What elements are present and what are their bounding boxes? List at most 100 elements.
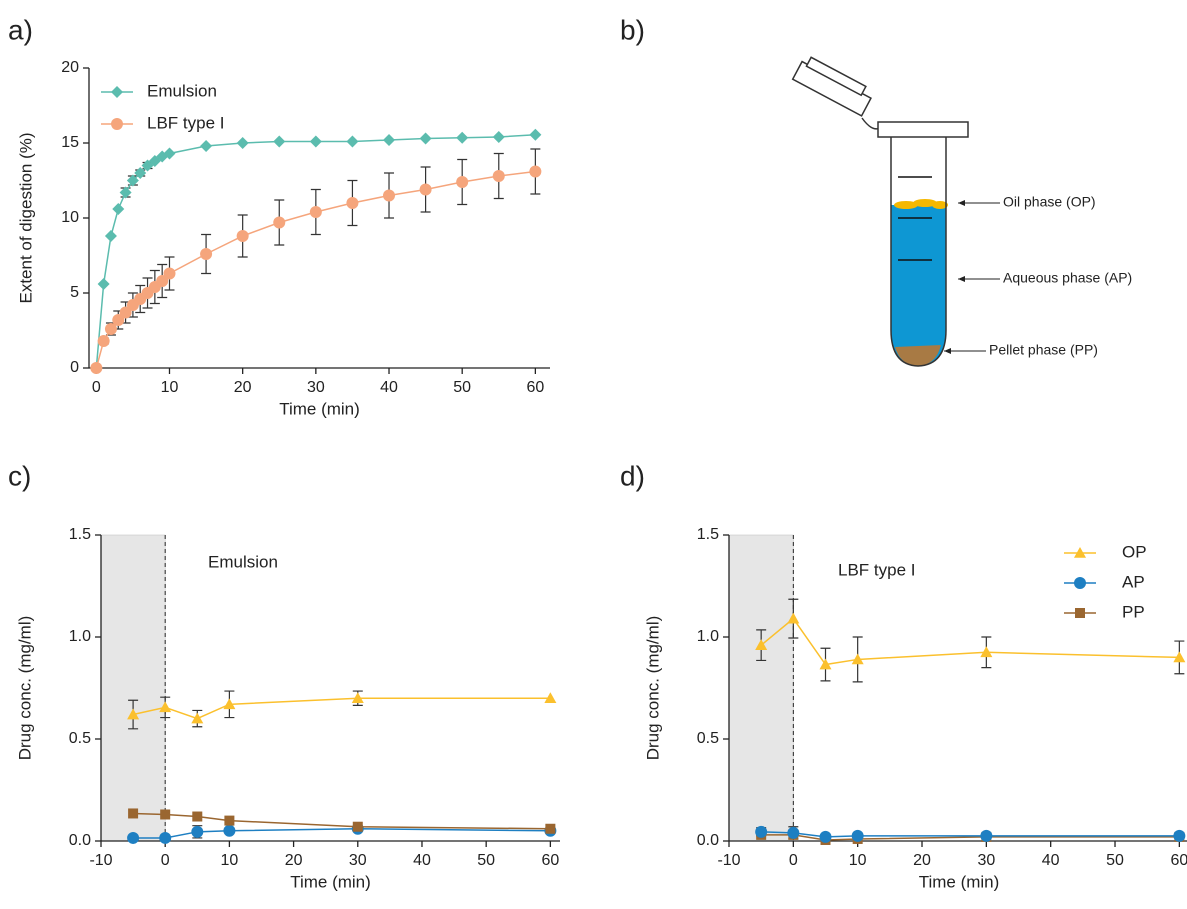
marker [544, 692, 557, 703]
marker [111, 118, 123, 130]
marker [273, 135, 286, 148]
marker [159, 701, 172, 713]
marker [236, 137, 249, 149]
pellet-phase [895, 345, 941, 366]
marker [529, 165, 542, 178]
x-tick-label: 50 [1106, 852, 1124, 869]
marker [160, 809, 171, 820]
marker [159, 831, 172, 844]
legend-label: OP [1122, 542, 1147, 561]
x-tick-label: 50 [453, 379, 471, 396]
marker [787, 612, 800, 624]
y-tick-label: 1.0 [697, 628, 719, 645]
tube-body [890, 137, 947, 367]
y-axis-title: Extent of digestion (%) [16, 132, 35, 303]
marker [223, 824, 236, 837]
shaded-region [728, 534, 794, 842]
x-tick-label: 0 [161, 852, 170, 869]
x-axis-title: Time (min) [279, 399, 360, 418]
marker [192, 811, 203, 822]
marker [224, 815, 235, 826]
series-line [760, 617, 1180, 666]
marker [456, 176, 469, 188]
marker [529, 128, 542, 141]
y-axis-title: Drug conc. (mg/ml) [15, 616, 34, 761]
x-tick-label: 10 [220, 852, 238, 869]
diagram-label: Aqueous phase (AP) [1003, 270, 1132, 286]
marker [351, 692, 364, 703]
marker [352, 821, 363, 832]
marker [163, 267, 176, 280]
legend-label: LBF type I [147, 113, 224, 132]
annotation: LBF type I [838, 560, 915, 579]
x-tick-label: 60 [541, 852, 559, 869]
marker [111, 86, 123, 98]
x-tick-label: 40 [380, 379, 398, 396]
marker [126, 174, 139, 187]
marker [383, 189, 396, 202]
legend-label: Emulsion [147, 81, 217, 100]
y-axis-title: Drug conc. (mg/ml) [643, 616, 662, 761]
x-tick-label: -10 [717, 852, 740, 869]
marker [112, 314, 125, 326]
marker [236, 230, 249, 242]
marker [200, 140, 213, 152]
marker [191, 712, 204, 724]
panel-label: b) [620, 14, 645, 45]
x-tick-label: 10 [161, 379, 179, 396]
x-tick-label: 30 [349, 852, 367, 869]
x-axis-title: Time (min) [919, 872, 1000, 891]
marker [419, 183, 432, 196]
legend-label: PP [1122, 602, 1145, 621]
marker [156, 275, 169, 287]
marker [492, 170, 505, 182]
marker [119, 186, 132, 199]
series-line [95, 134, 536, 369]
marker [383, 134, 396, 146]
annotation: Emulsion [208, 552, 278, 571]
x-tick-label: 20 [234, 379, 252, 396]
x-tick-label: 50 [477, 852, 495, 869]
marker [787, 826, 800, 839]
marker [104, 230, 117, 242]
marker [346, 135, 359, 148]
panel-label: a) [8, 14, 33, 45]
marker [492, 131, 505, 143]
x-tick-label: 0 [789, 852, 798, 869]
panel-label: d) [620, 460, 645, 491]
series-line [133, 812, 551, 830]
marker [1075, 608, 1085, 618]
marker [223, 698, 236, 710]
y-tick-label: 1.5 [697, 526, 719, 543]
x-tick-label: 20 [285, 852, 303, 869]
legend-label: AP [1122, 572, 1145, 591]
marker [104, 323, 117, 335]
x-tick-label: 60 [526, 379, 544, 396]
y-tick-label: 0.5 [697, 730, 719, 747]
tube-cap [791, 56, 872, 117]
marker [819, 658, 832, 670]
y-tick-label: 0.5 [69, 730, 91, 747]
shaded-region [100, 534, 166, 842]
marker [119, 306, 132, 319]
marker [819, 830, 832, 843]
y-tick-label: 1.5 [69, 526, 91, 543]
marker [419, 132, 432, 145]
marker [980, 646, 993, 658]
y-tick-label: 0.0 [697, 832, 719, 849]
marker [456, 131, 469, 144]
y-tick-label: 15 [61, 134, 79, 151]
diagram-label: Oil phase (OP) [1003, 194, 1096, 210]
x-tick-label: 20 [913, 852, 931, 869]
marker [134, 167, 147, 179]
marker [980, 829, 993, 842]
x-tick-label: 40 [1042, 852, 1060, 869]
marker [163, 147, 176, 160]
marker [309, 135, 322, 148]
y-tick-label: 0.0 [69, 832, 91, 849]
marker [755, 639, 768, 650]
marker [191, 825, 204, 838]
x-tick-label: 30 [307, 379, 325, 396]
tube-rim [877, 121, 969, 138]
